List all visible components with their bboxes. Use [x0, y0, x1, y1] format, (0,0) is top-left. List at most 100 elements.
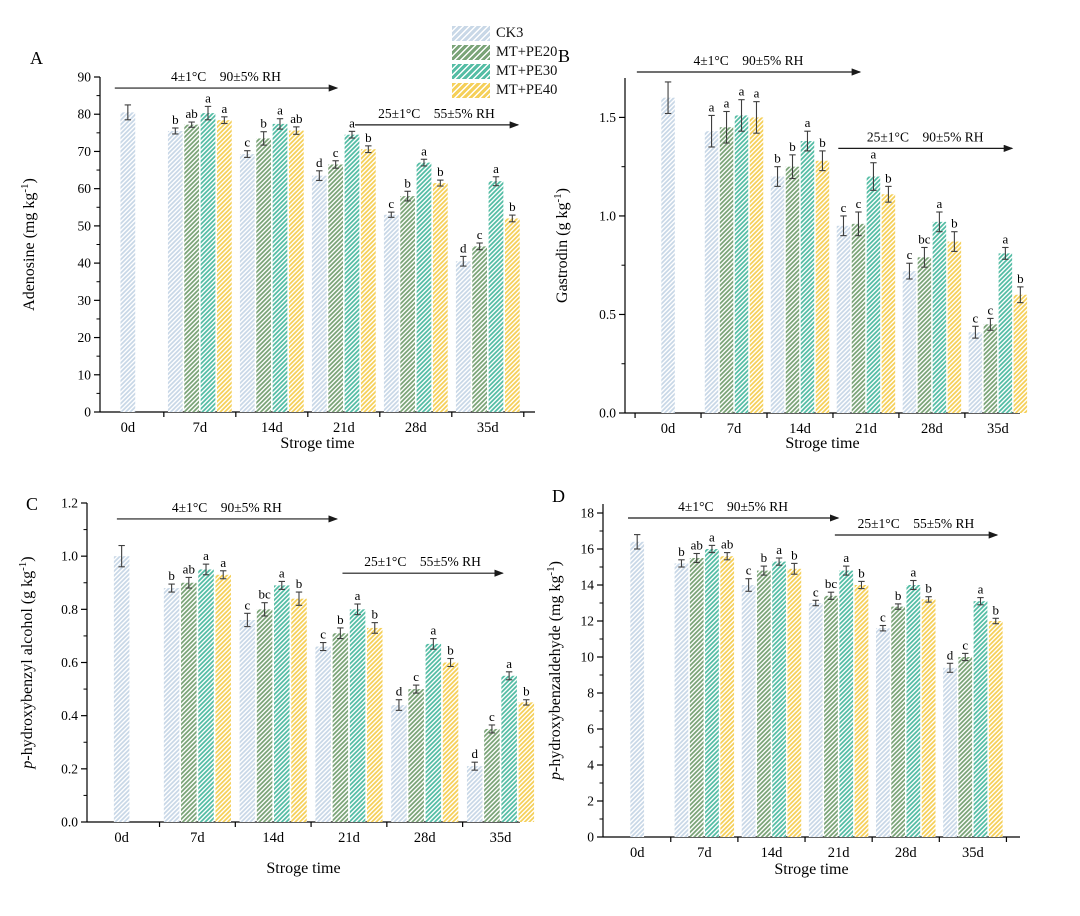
bar-MT+PE30-14d — [274, 585, 290, 822]
sig-letter: a — [937, 196, 943, 211]
bar-MT+PE30-35d — [973, 601, 988, 837]
sig-letter: b — [774, 151, 781, 166]
bar-CK3-7d — [163, 588, 180, 822]
bar-MT+PE20-14d — [256, 138, 272, 412]
legend-label: MT+PE20 — [496, 44, 558, 60]
y-tick-label: 6 — [587, 722, 594, 737]
sig-letter: a — [978, 582, 984, 597]
y-tick-label: 80 — [78, 107, 92, 122]
legend-label: MT+PE30 — [496, 63, 558, 79]
x-tick-label: 35d — [490, 830, 513, 846]
legend-item-mt-pe20: MT+PE20 — [452, 43, 557, 62]
sig-letter: ab — [290, 111, 302, 126]
bar-MT+PE40-28d — [442, 662, 459, 822]
bar-CK3-21d — [808, 603, 823, 837]
annotation-text: 4±1°C 90±5% RH — [171, 69, 281, 84]
x-tick-label: 0d — [630, 845, 645, 861]
sig-letter: c — [413, 669, 419, 684]
x-tick-label: 0d — [661, 421, 676, 437]
sig-letter: c — [477, 227, 483, 242]
y-tick-label: 90 — [78, 70, 92, 85]
error-bars — [124, 104, 516, 267]
annotation-text: 25±1°C 55±5% RH — [364, 554, 481, 569]
bar-MT+PE20-14d — [256, 609, 273, 822]
bar-MT+PE20-28d — [408, 689, 424, 822]
y-tick-label: 1.0 — [599, 208, 616, 223]
sig-letter: b — [819, 135, 826, 150]
x-axis-ticks: 0d 7d 14d 21d 28d 35d — [634, 413, 1010, 437]
bar-CK3-7d — [704, 131, 719, 414]
x-tick-label: 14d — [262, 830, 285, 846]
x-tick-label: 28d — [405, 420, 428, 436]
y-tick-label: 40 — [78, 256, 92, 271]
bar-MT+PE30-35d — [501, 675, 517, 822]
y-tick-label: 0.0 — [599, 406, 616, 421]
sig-letter: a — [349, 115, 355, 130]
annotation-text: 25±1°C 55±5% RH — [378, 106, 495, 121]
bar-MT+PE20-7d — [181, 582, 197, 822]
sig-letter: b — [951, 216, 958, 231]
bar-CK3-0d — [120, 112, 136, 412]
sig-letter: a — [1002, 231, 1008, 246]
x-tick-label: 21d — [828, 845, 851, 861]
x-tick-label: 0d — [114, 830, 129, 846]
bar-CK3-14d — [239, 619, 256, 822]
sig-letter: b — [296, 576, 303, 591]
bar-CK3-21d — [315, 646, 331, 822]
x-tick-label: 28d — [921, 421, 944, 437]
sig-letter: a — [871, 147, 877, 162]
bar-MT+PE30-28d — [425, 643, 442, 822]
y-tick-label: 2 — [587, 794, 594, 809]
x-tick-label: 7d — [190, 830, 205, 846]
bar-MT+PE40-28d — [432, 183, 448, 412]
sig-letter: a — [220, 555, 226, 570]
sig-letter: d — [947, 647, 954, 662]
bar-MT+PE40-21d — [366, 627, 383, 822]
sig-letter: b — [925, 581, 932, 596]
sig-letter: a — [203, 548, 209, 563]
sig-letter: ab — [186, 106, 198, 121]
sig-letter: b — [791, 547, 798, 562]
legend-swatch-ck3 — [452, 26, 490, 41]
y-tick-label: 1.2 — [61, 496, 78, 511]
legend-swatch-mt-pe40 — [452, 83, 490, 98]
annotations: 4±1°C 90±5% RH 25±1°C 55±5% RH — [628, 499, 999, 539]
sig-letter: c — [856, 196, 862, 211]
x-tick-label: 21d — [333, 420, 356, 436]
y-tick-label: 70 — [78, 144, 92, 159]
bar-MT+PE40-14d — [291, 598, 307, 822]
y-tick-label: 0.4 — [61, 708, 78, 723]
bar-MT+PE30-14d — [272, 123, 288, 413]
y-tick-label: 0.2 — [61, 761, 78, 776]
y-tick-label: 30 — [78, 293, 92, 308]
sig-letter: a — [910, 565, 916, 580]
bar-MT+PE20-7d — [184, 124, 200, 413]
bar-MT+PE40-14d — [787, 568, 802, 837]
bar-MT+PE20-14d — [756, 570, 771, 837]
bar-MT+PE20-21d — [824, 595, 838, 837]
bar-CK3-14d — [741, 585, 756, 837]
bar-MT+PE40-7d — [749, 117, 764, 413]
y-tick-label: 0.8 — [61, 602, 78, 617]
annotations: 4±1°C 90±5% RH 25±1°C 55±5% RH — [116, 500, 504, 577]
sig-letter: c — [841, 200, 847, 215]
bar-MT+PE40-35d — [518, 702, 535, 822]
sig-letter: b — [895, 588, 902, 603]
legend-label: MT+PE40 — [496, 82, 558, 98]
sig-letter: d — [396, 684, 403, 699]
bar-MT+PE20-21d — [851, 223, 866, 413]
bar-CK3-28d — [383, 214, 399, 412]
bar-MT+PE20-21d — [332, 633, 349, 822]
bar-CK3-35d — [466, 766, 483, 822]
bar-MT+PE20-28d — [400, 196, 416, 412]
x-tick-label: 35d — [962, 845, 985, 861]
x-tick-label: 7d — [727, 421, 742, 437]
sig-letter: a — [776, 542, 782, 557]
bar-MT+PE40-28d — [947, 241, 962, 413]
sig-letter: d — [460, 240, 467, 255]
bar-CK3-28d — [902, 271, 917, 413]
sig-letter: b — [260, 116, 267, 131]
sig-letter: b — [523, 684, 530, 699]
